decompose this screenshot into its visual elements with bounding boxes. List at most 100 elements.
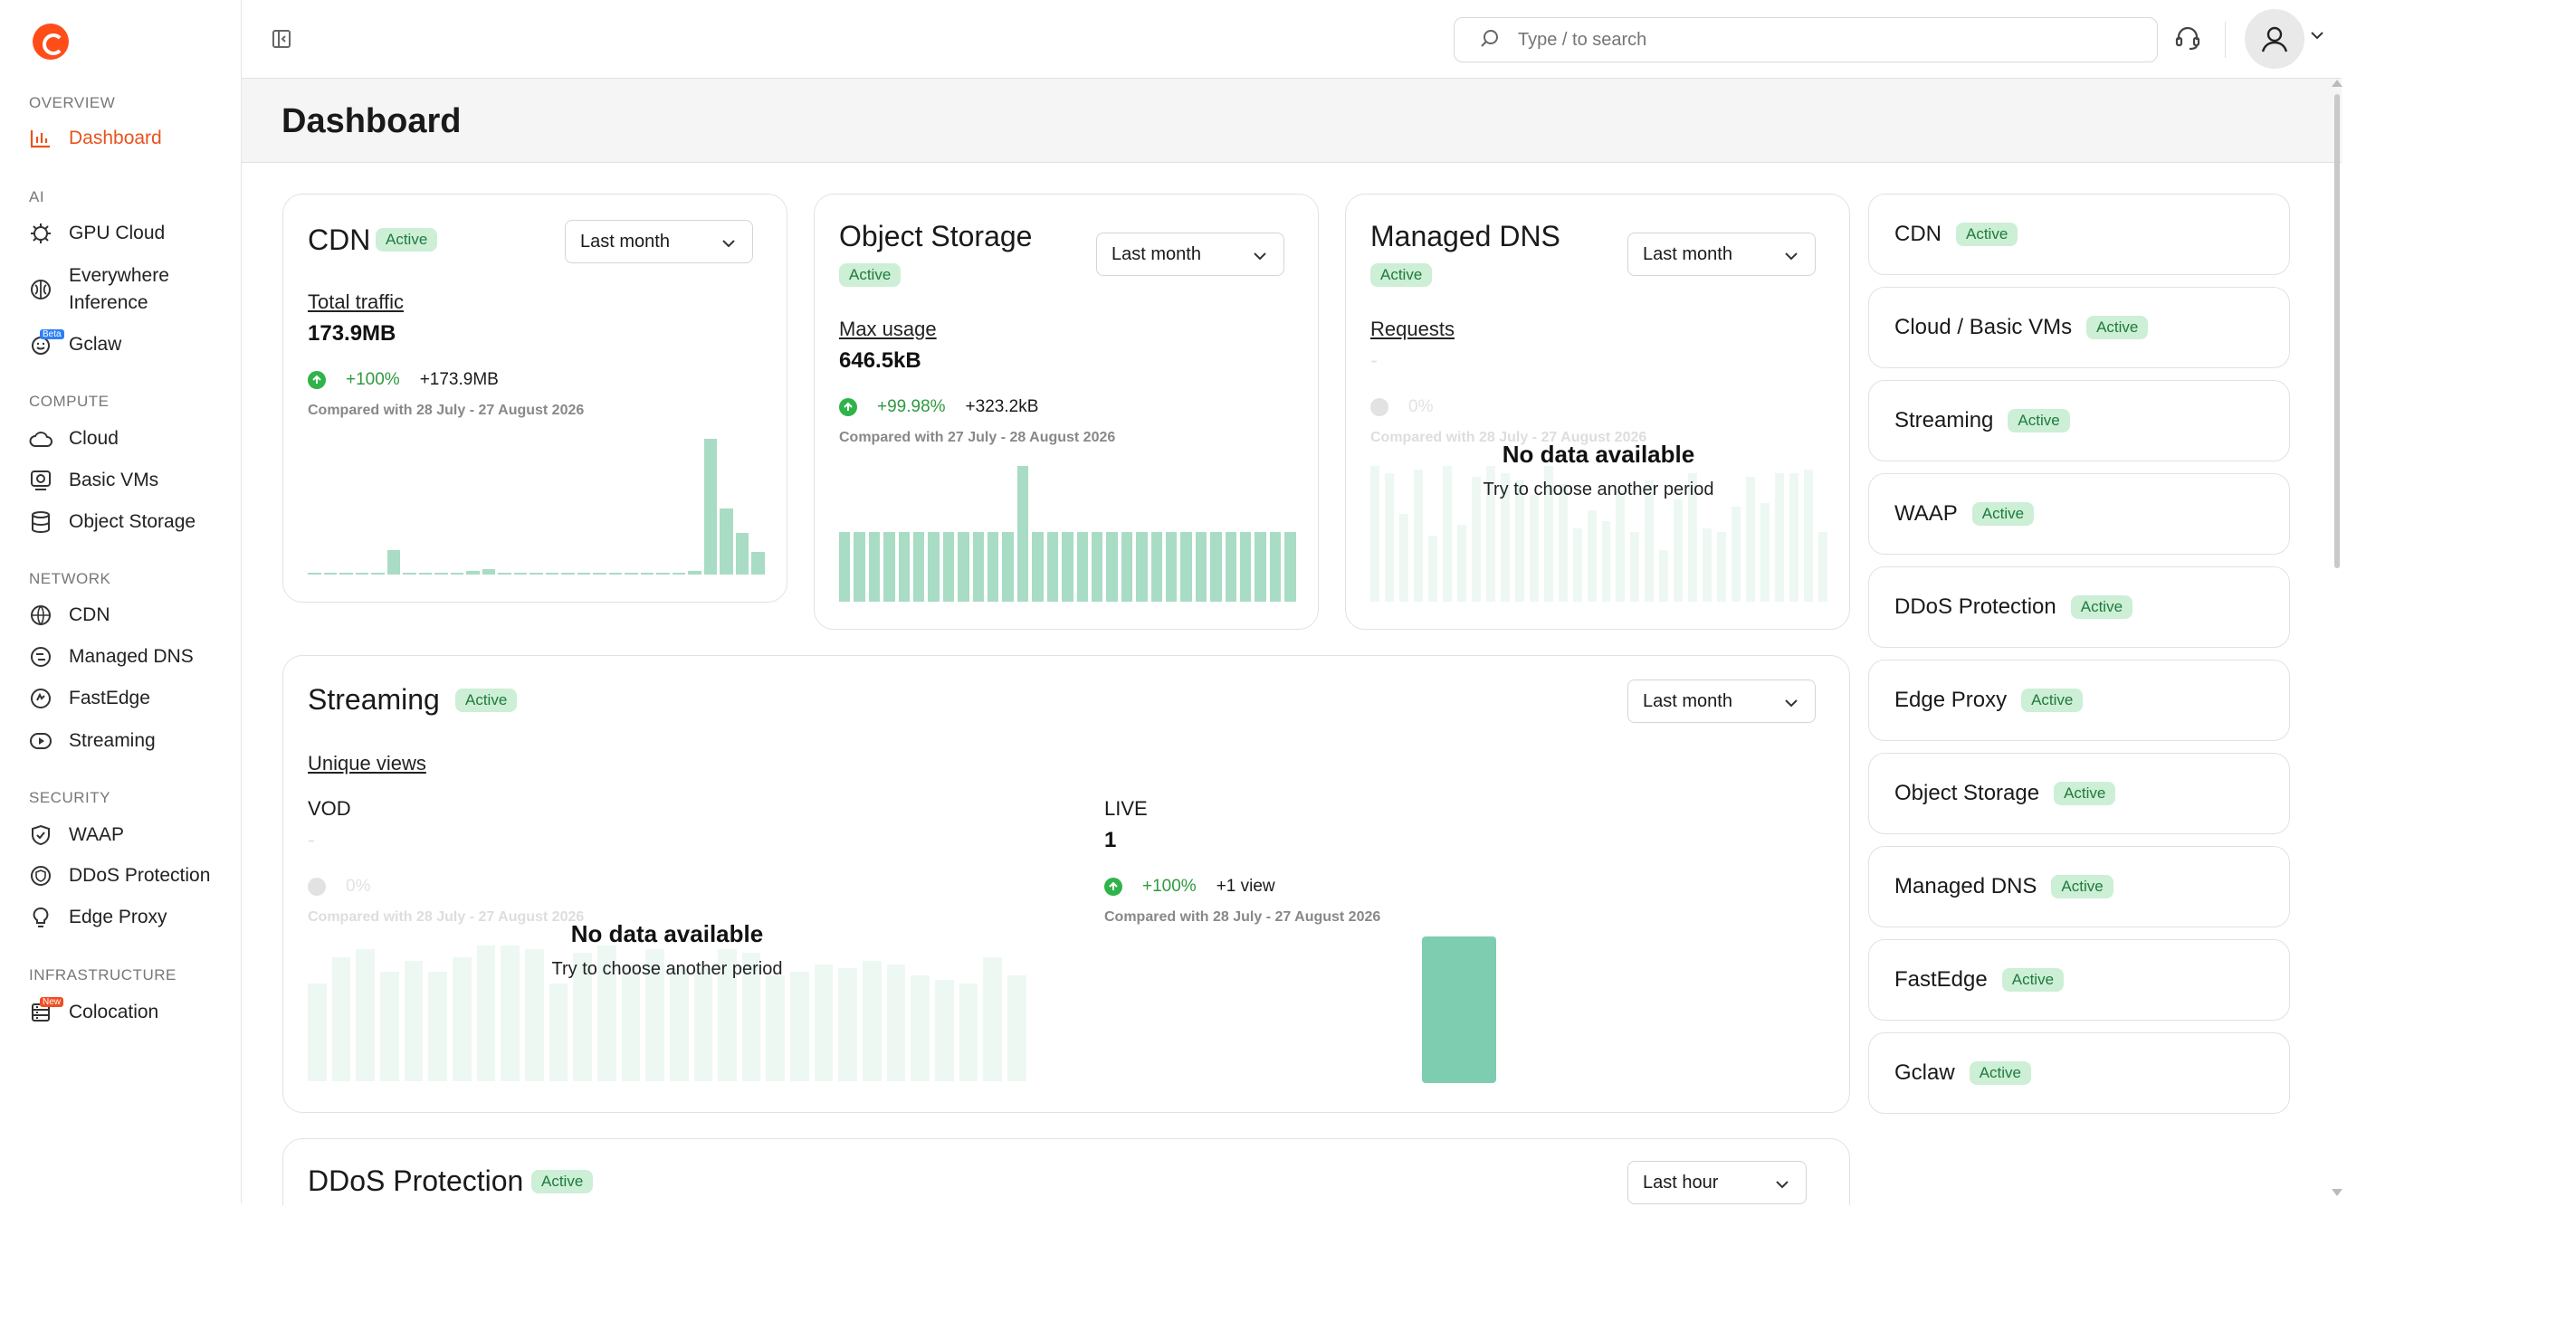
chart-bar[interactable] [1674,499,1684,602]
chart-bar[interactable] [1485,466,1495,602]
product-item-edge-proxy[interactable]: Edge Proxy Active [1868,660,2290,741]
chart-bar[interactable] [1732,506,1741,602]
sidebar-item-edge-proxy[interactable]: Edge Proxy [29,906,167,929]
sidebar-item-streaming[interactable]: Streaming [29,729,156,753]
chart-bar[interactable] [1688,473,1698,602]
chart-bar[interactable] [608,573,623,575]
chart-bar[interactable] [942,531,955,602]
chart-bar[interactable] [688,571,701,575]
chart-bar[interactable] [766,975,786,1081]
chart-bar[interactable] [1076,531,1088,602]
chart-bar[interactable] [898,531,911,602]
chart-bar[interactable] [1255,531,1266,602]
chart-bar[interactable] [561,573,575,575]
chart-bar[interactable] [1195,531,1207,602]
chart-bar[interactable] [1775,473,1785,602]
scroll-down-arrow[interactable] [2332,1189,2342,1196]
chart-bar[interactable] [1384,473,1394,602]
chart-bar[interactable] [545,573,559,575]
chart-bar[interactable] [1032,531,1044,602]
sidebar-item-object-storage[interactable]: Object Storage [29,510,196,534]
chart-bar[interactable] [1442,466,1452,602]
product-item-cloud-basic-vms[interactable]: Cloud / Basic VMs Active [1868,287,2290,368]
chart-bar[interactable] [450,573,464,575]
chart-bar[interactable] [1398,513,1408,602]
chart-bar[interactable] [1370,466,1379,602]
chart-bar[interactable] [1413,470,1423,602]
chart-bar[interactable] [501,946,520,1081]
chart-bar[interactable] [482,569,496,575]
chart-bar[interactable] [1514,480,1524,602]
chart-bar[interactable] [751,552,765,575]
sidebar-item-ddos-protection[interactable]: DDoS Protection [29,864,210,888]
chart-bar[interactable] [1456,524,1466,602]
chart-bar[interactable] [669,968,689,1081]
chart-bar[interactable] [886,964,906,1081]
chart-bar[interactable] [1471,477,1481,602]
chart-bar[interactable] [1804,470,1814,602]
search-input[interactable] [1516,28,2063,52]
chart-bar[interactable] [839,531,851,602]
chart-bar[interactable] [530,573,543,575]
chart-bar[interactable] [1239,531,1252,602]
chart-bar[interactable] [640,573,654,575]
chart-bar[interactable] [308,983,327,1081]
chart-bar[interactable] [1703,527,1713,602]
chart-bar[interactable] [379,972,399,1081]
product-item-waap[interactable]: WAAP Active [1868,473,2290,555]
chart-bar[interactable] [476,946,496,1081]
chart-bar[interactable] [1645,480,1655,602]
product-item-cdn[interactable]: CDN Active [1868,194,2290,275]
chart-bar[interactable] [1180,531,1192,602]
chart-bar[interactable] [1616,491,1626,602]
sidebar-item-fastedge[interactable]: FastEdge [29,687,150,710]
chart-bar[interactable] [386,550,401,575]
chart-bar[interactable] [356,949,375,1081]
chart-bar[interactable] [339,573,353,575]
chart-bar[interactable] [1587,509,1597,602]
chart-bar[interactable] [1630,531,1640,602]
chart-bar[interactable] [656,573,670,575]
chart-bar[interactable] [1016,466,1029,602]
chart-bar[interactable] [838,968,858,1081]
chart-bar[interactable] [735,532,749,575]
chart-bar[interactable] [790,972,809,1081]
chart-bar[interactable] [959,983,978,1081]
chart-bar[interactable] [371,573,385,575]
sidebar-item-gpu-cloud[interactable]: GPU Cloud [29,222,165,245]
chart-bar[interactable] [1659,550,1669,602]
chart-bar[interactable] [549,983,568,1081]
user-avatar[interactable] [2245,9,2304,69]
chart-bar[interactable] [1002,531,1014,602]
chart-bar[interactable] [498,573,511,575]
chart-bar[interactable] [1572,527,1582,602]
scrollbar-thumb[interactable] [2334,94,2340,568]
chart-bar[interactable] [1284,531,1296,602]
sidebar-item-dashboard[interactable]: Dashboard [29,127,162,150]
chart-bar[interactable] [1422,936,1496,1083]
chart-bar[interactable] [1150,531,1162,602]
metric-label[interactable]: Unique views [308,752,426,775]
chart-bar[interactable] [693,968,713,1081]
chart-bar[interactable] [928,531,940,602]
period-select[interactable]: Last month [565,220,753,263]
metric-label[interactable]: Requests [1370,318,1455,340]
chart-bar[interactable] [1136,531,1148,602]
product-item-object-storage[interactable]: Object Storage Active [1868,753,2290,834]
chart-bar[interactable] [1717,531,1727,602]
product-item-ddos-protection[interactable]: DDoS Protection Active [1868,566,2290,648]
metric-label[interactable]: Total traffic [308,290,404,313]
metric-label[interactable]: Max usage [839,318,937,340]
chart-bar[interactable] [403,573,416,575]
chart-bar[interactable] [645,949,664,1081]
chart-bar[interactable] [1789,473,1799,602]
sidebar-item-cdn[interactable]: CDN [29,603,110,627]
chart-bar[interactable] [1746,477,1756,602]
chart-bar[interactable] [1210,531,1222,602]
product-item-gclaw[interactable]: Gclaw Active [1868,1032,2290,1114]
chart-bar[interactable] [1529,495,1539,602]
chart-bar[interactable] [913,531,925,602]
chart-bar[interactable] [513,573,528,575]
chart-bar[interactable] [1007,975,1026,1081]
chart-bar[interactable] [983,956,1003,1081]
